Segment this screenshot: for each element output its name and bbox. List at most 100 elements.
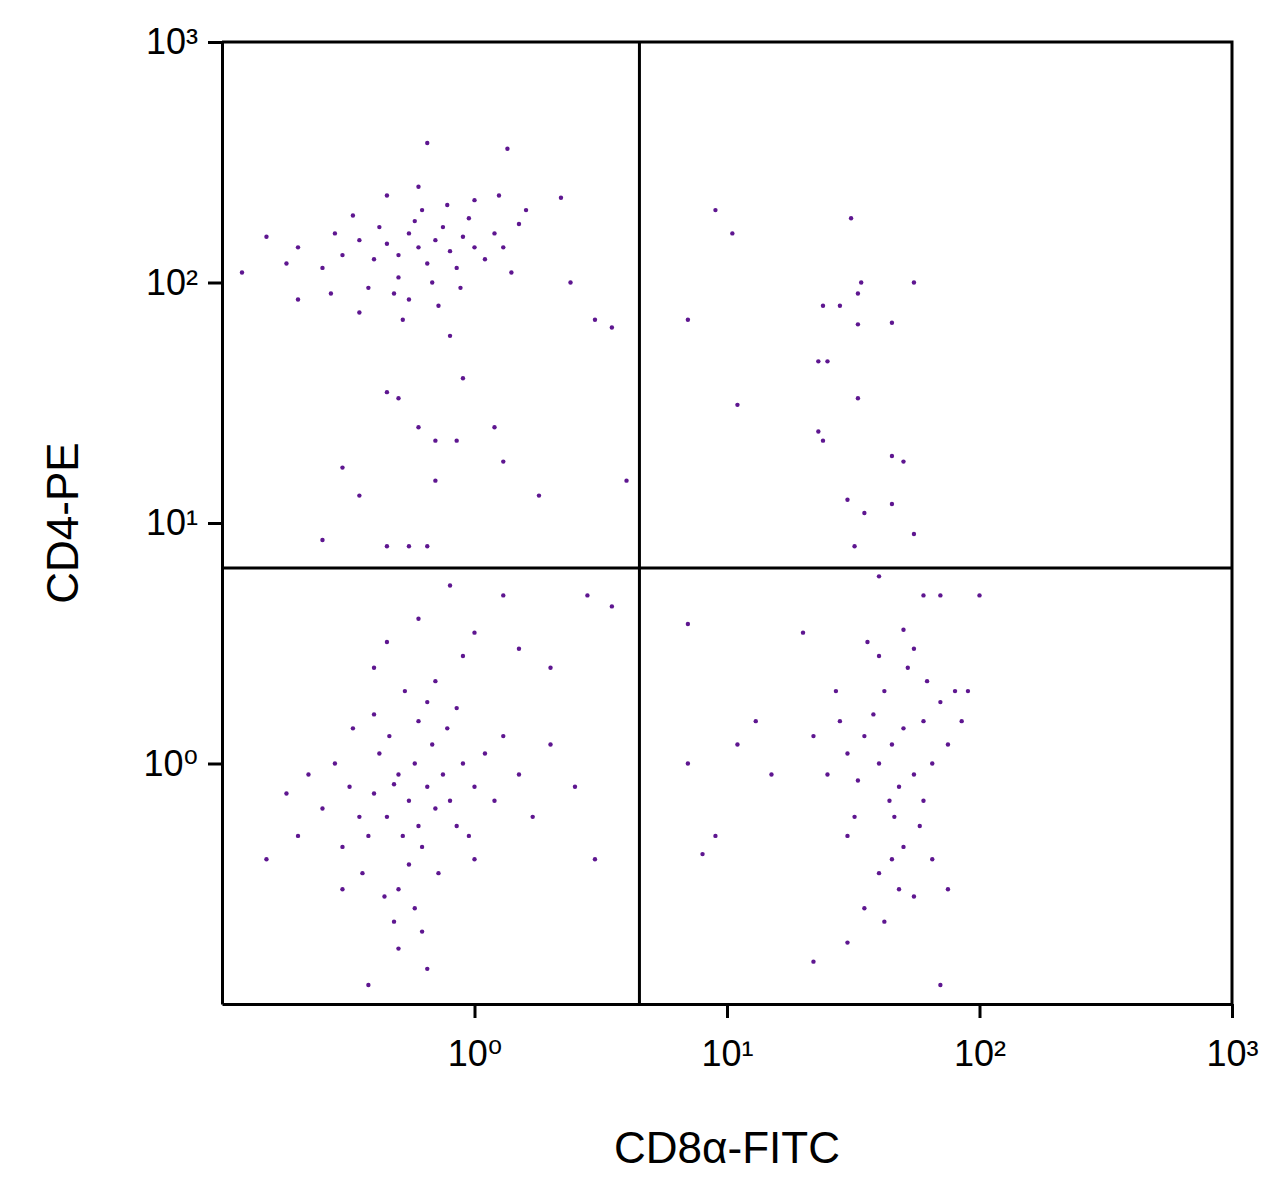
point xyxy=(372,791,376,795)
point xyxy=(425,700,429,704)
x-axis: 10⁰ 10¹ 10² 10³ xyxy=(223,1004,1259,1074)
point xyxy=(296,834,300,838)
point xyxy=(966,689,970,693)
point xyxy=(882,919,886,923)
tick-label: 10¹ xyxy=(701,1033,753,1074)
point xyxy=(436,304,440,308)
point xyxy=(372,257,376,261)
point xyxy=(530,815,534,819)
point xyxy=(454,266,458,270)
point xyxy=(713,834,717,838)
point xyxy=(416,425,420,429)
point xyxy=(890,857,894,861)
point xyxy=(433,238,437,242)
point xyxy=(686,318,690,322)
point xyxy=(877,761,881,765)
point xyxy=(834,689,838,693)
tick-mark xyxy=(979,1004,982,1018)
point xyxy=(392,782,396,786)
point xyxy=(264,857,268,861)
point xyxy=(930,857,934,861)
point xyxy=(413,761,417,765)
point xyxy=(357,238,361,242)
point xyxy=(425,261,429,265)
point xyxy=(918,824,922,828)
point xyxy=(517,222,521,226)
point xyxy=(461,654,465,658)
point xyxy=(396,946,400,950)
point xyxy=(448,583,452,587)
point xyxy=(825,772,829,776)
point xyxy=(407,297,411,301)
point xyxy=(912,772,916,776)
point xyxy=(357,310,361,314)
chart: 10⁰10¹10²10³10⁰10¹10²10³CD8α-FITCCD4-PE xyxy=(0,0,1280,1195)
point xyxy=(713,208,717,212)
point xyxy=(959,719,963,723)
point xyxy=(377,751,381,755)
point xyxy=(501,245,505,249)
point xyxy=(859,280,863,284)
point xyxy=(433,438,437,442)
point xyxy=(887,799,891,803)
point xyxy=(890,502,894,506)
point xyxy=(610,325,614,329)
point xyxy=(930,761,934,765)
point xyxy=(877,654,881,658)
point xyxy=(454,706,458,710)
point xyxy=(296,245,300,249)
point xyxy=(890,321,894,325)
point xyxy=(454,824,458,828)
point xyxy=(441,772,445,776)
point xyxy=(754,719,758,723)
point xyxy=(862,906,866,910)
point xyxy=(433,806,437,810)
point xyxy=(454,438,458,442)
point xyxy=(425,967,429,971)
point xyxy=(461,235,465,239)
point xyxy=(407,862,411,866)
point xyxy=(938,983,942,987)
point xyxy=(264,235,268,239)
point xyxy=(548,742,552,746)
point xyxy=(392,919,396,923)
gates xyxy=(222,42,1232,1004)
point xyxy=(472,245,476,249)
tick: 10¹ xyxy=(701,1004,753,1074)
point xyxy=(801,630,805,634)
point xyxy=(420,845,424,849)
point xyxy=(448,249,452,253)
tick: 10³ xyxy=(1206,1004,1258,1074)
point xyxy=(921,719,925,723)
point xyxy=(559,196,563,200)
point xyxy=(977,593,981,597)
point xyxy=(821,304,825,308)
point xyxy=(433,679,437,683)
point xyxy=(458,286,462,290)
point xyxy=(396,772,400,776)
tick: 10¹ xyxy=(146,502,222,543)
point xyxy=(366,286,370,290)
point xyxy=(897,785,901,789)
tick: 10⁰ xyxy=(448,1004,502,1074)
point xyxy=(517,772,521,776)
point xyxy=(921,799,925,803)
point xyxy=(403,689,407,693)
point xyxy=(483,257,487,261)
tick: 10² xyxy=(954,1004,1006,1074)
point xyxy=(938,593,942,597)
point xyxy=(906,666,910,670)
tick: 10⁰ xyxy=(144,743,222,784)
point xyxy=(396,396,400,400)
point xyxy=(366,983,370,987)
point xyxy=(472,857,476,861)
point xyxy=(436,871,440,875)
point xyxy=(811,959,815,963)
point xyxy=(416,245,420,249)
point xyxy=(568,280,572,284)
point xyxy=(433,478,437,482)
point xyxy=(852,544,856,548)
point xyxy=(396,253,400,257)
point xyxy=(769,772,773,776)
gate-vertical xyxy=(638,42,641,1004)
